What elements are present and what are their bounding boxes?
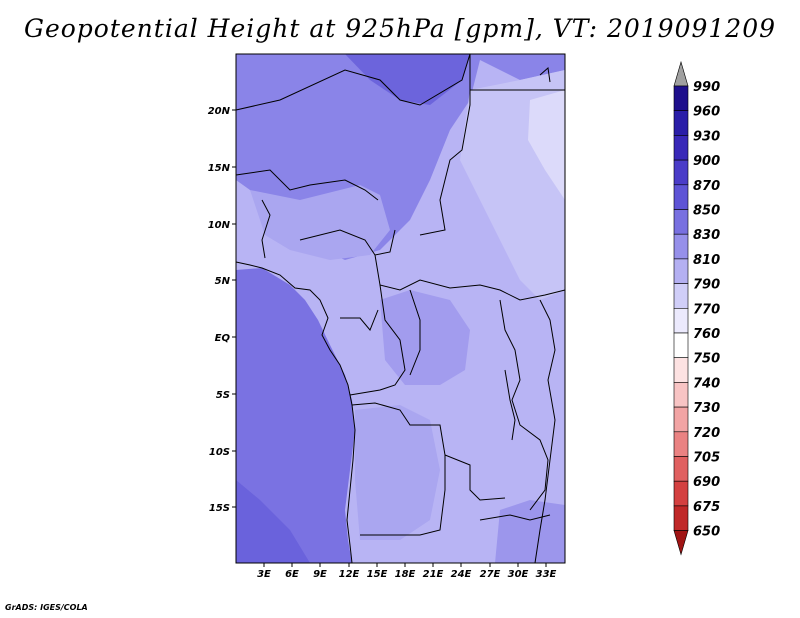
colorbar-level-label: 810 — [693, 253, 720, 268]
colorbar-swatch — [673, 406, 689, 433]
lake-tanganyika — [504, 369, 516, 441]
border-s2 — [360, 455, 446, 536]
colorbar-swatch — [673, 382, 689, 408]
colorbar-swatch — [673, 307, 689, 334]
colorbar-level-label: 870 — [693, 179, 720, 194]
map-title: Geopotential Height at 925hPa [gpm], VT:… — [23, 14, 777, 43]
colorbar-top-arrow — [673, 60, 689, 87]
lat-axis: 20N 15N 10N 5N EQ 5S 10S 15S — [208, 106, 231, 514]
border-n1 — [235, 53, 471, 111]
contour-ocean-sw — [236, 480, 310, 563]
colorbar-level-label: 760 — [693, 327, 720, 342]
colorbar: 990 960 930 900 870 850 830 810 790 770 760 750 740 7… — [673, 60, 720, 556]
colorbar-swatch — [673, 357, 689, 383]
lat-tick-label: 15N — [208, 163, 231, 174]
border-e1 — [499, 299, 549, 511]
lon-tick-label: 33E — [536, 569, 557, 580]
colorbar-level-label: 675 — [693, 500, 720, 515]
colorbar-level-label: 830 — [693, 228, 720, 243]
colorbar-level-label: 900 — [693, 154, 720, 169]
lat-tick-label: 10S — [209, 447, 230, 458]
colorbar-swatch — [673, 480, 689, 507]
coastlines-borders — [235, 53, 566, 564]
border-c1 — [374, 254, 566, 301]
colorbar-level-label: 790 — [693, 278, 720, 293]
colorbar-swatch — [673, 209, 689, 235]
lon-tick-label: 18E — [395, 569, 416, 580]
colorbar-swatch — [673, 85, 689, 112]
colorbar-swatch — [673, 110, 689, 136]
lon-tick-label: 27E — [480, 569, 501, 580]
coastline-west — [235, 261, 356, 564]
colorbar-level-label: 930 — [693, 129, 720, 144]
colorbar-swatch — [673, 283, 689, 309]
colorbar-level-label: 730 — [693, 401, 720, 416]
colorbar-level-label: 960 — [693, 105, 720, 120]
colorbar-level-label: 770 — [693, 302, 720, 317]
map-frame — [235, 53, 566, 564]
lat-tick-label: 15S — [209, 503, 230, 514]
colorbar-level-label: 990 — [693, 80, 720, 95]
colorbar-swatch — [673, 159, 689, 186]
lon-tick-label: 3E — [257, 569, 271, 580]
lon-tick-label: 21E — [423, 569, 444, 580]
colorbar-swatch — [673, 233, 689, 260]
lon-tick-label: 30E — [508, 569, 529, 580]
lat-tick-label: 5N — [215, 276, 231, 287]
contour-congo — [380, 290, 470, 385]
colorbar-swatch — [673, 505, 689, 531]
lon-tick-label: 9E — [313, 569, 327, 580]
lat-tick-label: EQ — [215, 333, 231, 344]
colorbar-bottom-arrow — [673, 530, 689, 556]
colorbar-level-label: 850 — [693, 204, 720, 219]
border-c3 — [340, 309, 379, 331]
lon-tick-label: 12E — [339, 569, 360, 580]
colorbar-swatch — [673, 456, 689, 482]
contour-sahel — [250, 185, 390, 260]
lon-tick-label: 24E — [451, 569, 472, 580]
contour-south-central — [355, 405, 440, 540]
border-e2 — [409, 289, 421, 376]
colorbar-level-label: 750 — [693, 352, 720, 367]
lon-axis: 3E 6E 9E 12E 15E 18E 21E 24E 27E 30E 33E — [257, 569, 556, 580]
contour-north-dark — [345, 54, 470, 105]
grads-credit: GrADS: IGES/COLA — [5, 603, 88, 612]
border-w1 — [235, 169, 379, 201]
lat-tick-label: 20N — [208, 106, 231, 117]
border-n2 — [419, 54, 471, 236]
colorbar-level-label: 740 — [693, 376, 720, 391]
border-w2 — [261, 199, 271, 259]
border-s1 — [351, 402, 506, 501]
lat-tick-label: 10N — [208, 220, 231, 231]
lat-tick-label: 5S — [216, 390, 230, 401]
border-w3 — [299, 229, 396, 256]
colorbar-level-label: 650 — [693, 525, 720, 540]
lon-tick-label: 15E — [367, 569, 388, 580]
border-c2 — [349, 284, 406, 396]
river-nile — [539, 67, 551, 83]
lon-tick-marks — [263, 563, 547, 567]
colorbar-swatch — [673, 258, 689, 284]
colorbar-swatch — [673, 184, 689, 210]
colorbar-swatch — [673, 135, 689, 161]
border-se — [479, 514, 551, 521]
colorbar-swatch — [673, 332, 689, 359]
coastline-east — [534, 299, 556, 564]
lon-tick-label: 6E — [285, 569, 299, 580]
colorbar-swatch — [673, 431, 689, 457]
colorbar-level-label: 705 — [693, 451, 720, 466]
colorbar-level-label: 690 — [693, 475, 720, 490]
contour-ethiopia — [528, 90, 565, 200]
lat-tick-marks — [232, 109, 236, 508]
colorbar-level-label: 720 — [693, 426, 720, 441]
